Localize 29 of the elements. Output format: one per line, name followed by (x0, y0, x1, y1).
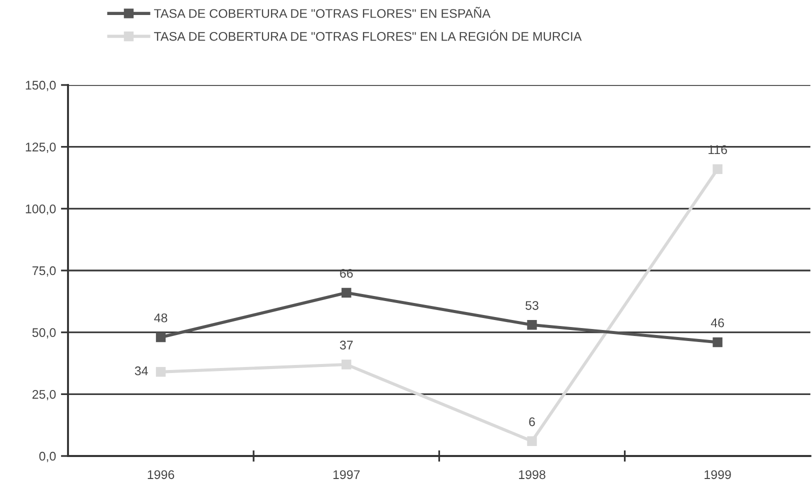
point (342, 288, 352, 298)
x-tick-label: 1999 (704, 470, 731, 480)
point (156, 332, 166, 342)
point (712, 164, 722, 174)
data-label: 116 (708, 145, 727, 154)
legend-label: TASA DE COBERTURA DE "OTRAS FLORES" EN ESPAÑA (154, 6, 490, 18)
data-label: 66 (340, 268, 353, 278)
data-label: 48 (154, 313, 168, 322)
x-tick-label: 1998 (519, 470, 546, 480)
legend-label: TASA DE COBERTURA DE "OTRAS FLORES" EN LA REGIÓN DE MURCIA (154, 30, 582, 41)
point (712, 337, 722, 348)
y-tick-label: 50,0 (32, 328, 56, 338)
data-label: 46 (710, 318, 724, 328)
x-tick-label: 1997 (333, 470, 360, 480)
point (342, 360, 352, 370)
y-tick-label: 25,0 (32, 390, 56, 400)
data-label: 6 (529, 417, 535, 426)
y-tick-label: 100,0 (26, 204, 56, 215)
data-label: 53 (526, 301, 538, 310)
data-label: 34 (134, 366, 148, 376)
x-tick-label: 1996 (148, 470, 174, 480)
data-label: 37 (340, 340, 353, 350)
point (527, 436, 537, 446)
y-tick-label: 150,0 (26, 80, 56, 92)
point (527, 320, 537, 330)
y-tick-label: 125,0 (26, 142, 56, 153)
y-tick-label: 0,0 (39, 452, 56, 462)
y-tick-label: 75,0 (32, 266, 56, 277)
point (156, 367, 166, 377)
